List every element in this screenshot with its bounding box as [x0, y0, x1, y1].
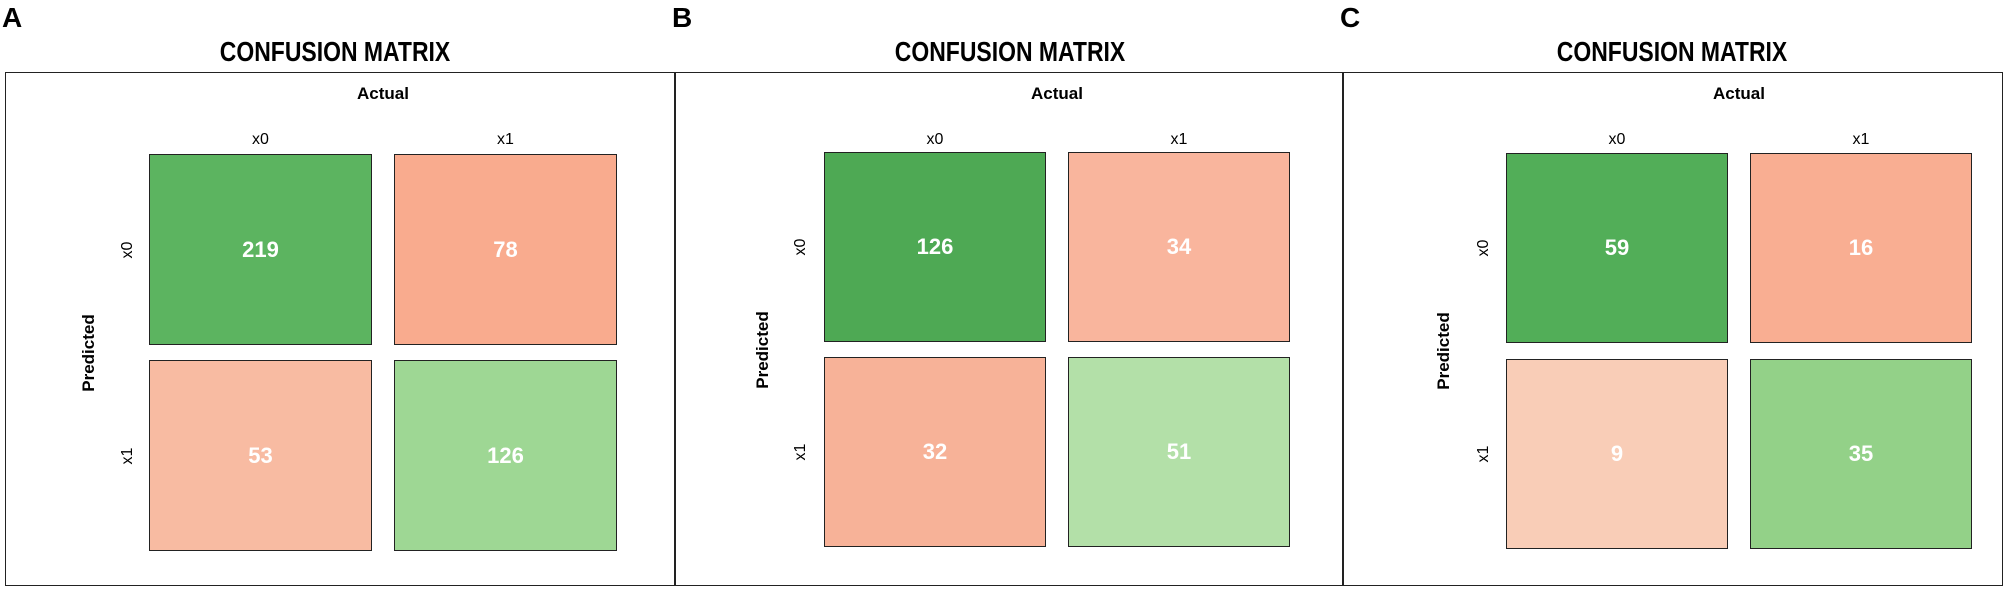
matrix-cell: 51: [1068, 357, 1290, 547]
cell-value: 59: [1604, 235, 1630, 260]
cell-value: 126: [916, 234, 954, 259]
cell-value: 219: [242, 236, 279, 262]
y-tick-label: x1: [1475, 445, 1492, 463]
cell-value: 51: [1166, 439, 1192, 464]
y-axis-label: Predicted: [79, 313, 98, 392]
x-tick-label: x0: [252, 131, 269, 148]
cell-value: 9: [1610, 441, 1624, 466]
x-axis-label: Actual: [357, 84, 409, 103]
matrix-cell: 35: [1750, 359, 1972, 549]
panel-label: B: [672, 2, 693, 33]
matrix-cell: 53: [149, 360, 372, 551]
y-tick-label: x0: [1475, 239, 1492, 257]
x-tick-label: x1: [1852, 131, 1870, 148]
panel-label: A: [2, 2, 23, 33]
x-tick-label: x0: [1608, 131, 1626, 148]
chart-title: CONFUSION MATRIX: [894, 36, 1126, 67]
y-axis-label: Predicted: [1434, 312, 1453, 390]
chart-title: CONFUSION MATRIX: [1556, 36, 1788, 67]
x-tick-label: x1: [1170, 131, 1188, 148]
y-axis-label: Predicted: [753, 310, 772, 389]
cell-value: 53: [248, 442, 273, 468]
matrix-cell: 32: [824, 357, 1046, 547]
cell-value: 126: [487, 442, 524, 468]
matrix-cell: 78: [394, 154, 617, 345]
y-tick-label: x1: [119, 447, 136, 464]
cell-value: 78: [493, 236, 518, 262]
matrix-cell: 16: [1750, 153, 1972, 343]
cell-value: 16: [1848, 235, 1874, 260]
x-axis-label: Actual: [1713, 84, 1765, 103]
chart-title: CONFUSION MATRIX: [219, 36, 451, 67]
matrix-cell: 126: [394, 360, 617, 551]
x-tick-label: x0: [926, 131, 944, 148]
matrix-cell: 126: [824, 152, 1046, 342]
cell-value: 35: [1848, 441, 1874, 466]
cell-value: 34: [1166, 234, 1192, 259]
cell-value: 32: [922, 439, 948, 464]
matrix-cell: 59: [1506, 153, 1728, 343]
x-tick-label: x1: [497, 131, 514, 148]
y-tick-label: x0: [792, 238, 809, 256]
y-tick-label: x0: [119, 241, 136, 258]
x-axis-label: Actual: [1031, 84, 1083, 103]
matrix-cell: 9: [1506, 359, 1728, 549]
y-tick-label: x1: [792, 443, 809, 461]
matrix-cell: 219: [149, 154, 372, 345]
matrix-cell: 34: [1068, 152, 1290, 342]
panel-label: C: [1340, 2, 1361, 33]
